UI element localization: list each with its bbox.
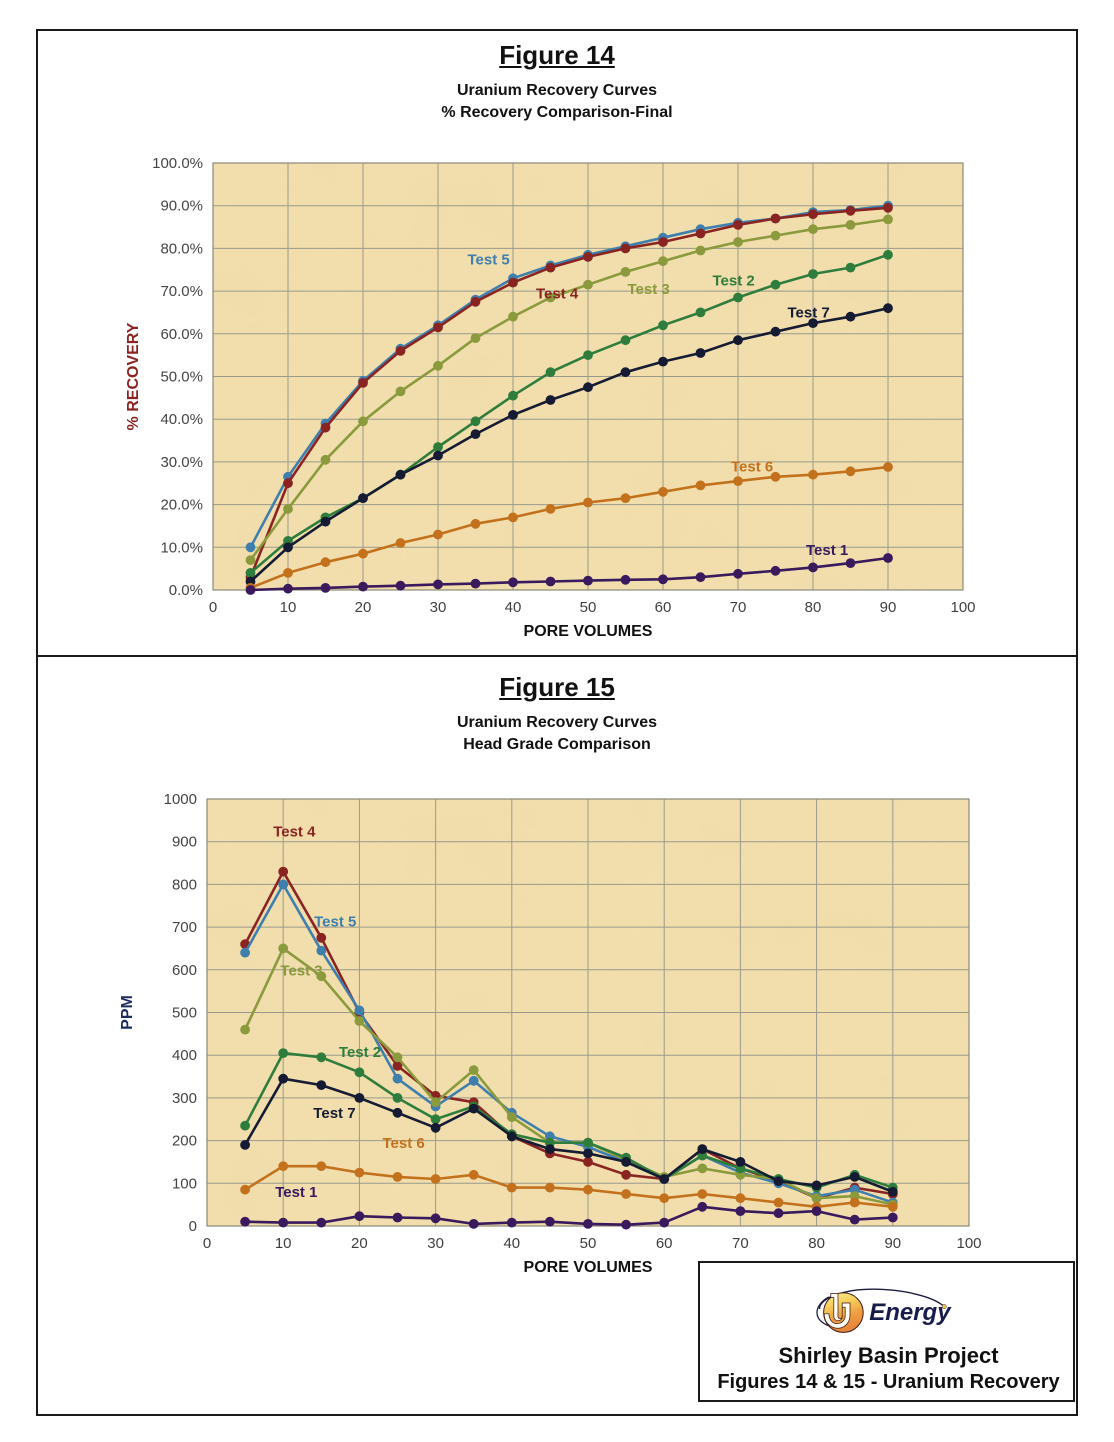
svg-text:Test 5: Test 5 — [314, 913, 356, 930]
svg-text:30: 30 — [427, 1235, 444, 1252]
svg-text:0: 0 — [203, 1235, 211, 1252]
svg-text:Test 4: Test 4 — [536, 286, 579, 303]
svg-text:900: 900 — [172, 834, 197, 851]
svg-text:Test 3: Test 3 — [628, 281, 670, 298]
svg-text:PPM: PPM — [119, 995, 136, 1030]
svg-text:10: 10 — [275, 1235, 292, 1252]
svg-text:60: 60 — [656, 1235, 673, 1252]
svg-text:Test 2: Test 2 — [339, 1044, 381, 1061]
svg-text:80: 80 — [805, 599, 822, 616]
svg-text:400: 400 — [172, 1047, 197, 1064]
svg-text:10: 10 — [280, 599, 297, 616]
svg-text:Test 2: Test 2 — [713, 273, 755, 290]
svg-text:0.0%: 0.0% — [169, 582, 203, 599]
svg-text:50.0%: 50.0% — [160, 369, 203, 386]
svg-text:100: 100 — [172, 1175, 197, 1192]
svg-text:90.0%: 90.0% — [160, 198, 203, 215]
svg-text:80: 80 — [808, 1235, 825, 1252]
svg-text:50: 50 — [580, 599, 597, 616]
svg-text:600: 600 — [172, 962, 197, 979]
svg-text:60: 60 — [655, 599, 672, 616]
svg-text:20.0%: 20.0% — [160, 497, 203, 514]
svg-text:200: 200 — [172, 1133, 197, 1150]
svg-text:0: 0 — [209, 599, 217, 616]
svg-text:100.0%: 100.0% — [152, 158, 203, 172]
svg-text:Energy: Energy — [869, 1299, 952, 1326]
svg-text:100: 100 — [950, 599, 975, 616]
svg-text:PORE VOLUMES: PORE VOLUMES — [524, 1259, 653, 1276]
svg-text:Test 6: Test 6 — [383, 1135, 425, 1152]
svg-text:60.0%: 60.0% — [160, 326, 203, 343]
svg-text:Test 1: Test 1 — [806, 542, 848, 559]
svg-text:% RECOVERY: % RECOVERY — [125, 322, 142, 430]
svg-text:500: 500 — [172, 1005, 197, 1022]
svg-text:70.0%: 70.0% — [160, 283, 203, 300]
svg-text:30.0%: 30.0% — [160, 454, 203, 471]
svg-text:Test 6: Test 6 — [731, 458, 773, 475]
svg-text:Test 5: Test 5 — [468, 251, 510, 268]
svg-text:40: 40 — [505, 599, 522, 616]
svg-text:90: 90 — [884, 1235, 901, 1252]
svg-text:20: 20 — [355, 599, 372, 616]
svg-text:50: 50 — [580, 1235, 597, 1252]
svg-text:700: 700 — [172, 919, 197, 936]
svg-text:70: 70 — [730, 599, 747, 616]
svg-text:PORE VOLUMES: PORE VOLUMES — [524, 623, 653, 640]
svg-text:Test 3: Test 3 — [280, 962, 322, 979]
svg-text:Test 7: Test 7 — [313, 1105, 355, 1122]
svg-text:300: 300 — [172, 1090, 197, 1107]
svg-text:90: 90 — [880, 599, 897, 616]
svg-text:40: 40 — [503, 1235, 520, 1252]
svg-text:1000: 1000 — [164, 794, 197, 808]
svg-text:Test 7: Test 7 — [788, 305, 830, 322]
svg-text:80.0%: 80.0% — [160, 240, 203, 257]
svg-text:10.0%: 10.0% — [160, 539, 203, 556]
svg-text:70: 70 — [732, 1235, 749, 1252]
svg-text:800: 800 — [172, 876, 197, 893]
svg-text:0: 0 — [189, 1218, 197, 1235]
svg-text:Test 4: Test 4 — [273, 824, 316, 841]
svg-text:30: 30 — [430, 599, 447, 616]
svg-text:100: 100 — [956, 1235, 981, 1252]
svg-text:20: 20 — [351, 1235, 368, 1252]
svg-text:40.0%: 40.0% — [160, 411, 203, 428]
svg-text:Test 1: Test 1 — [275, 1184, 317, 1201]
